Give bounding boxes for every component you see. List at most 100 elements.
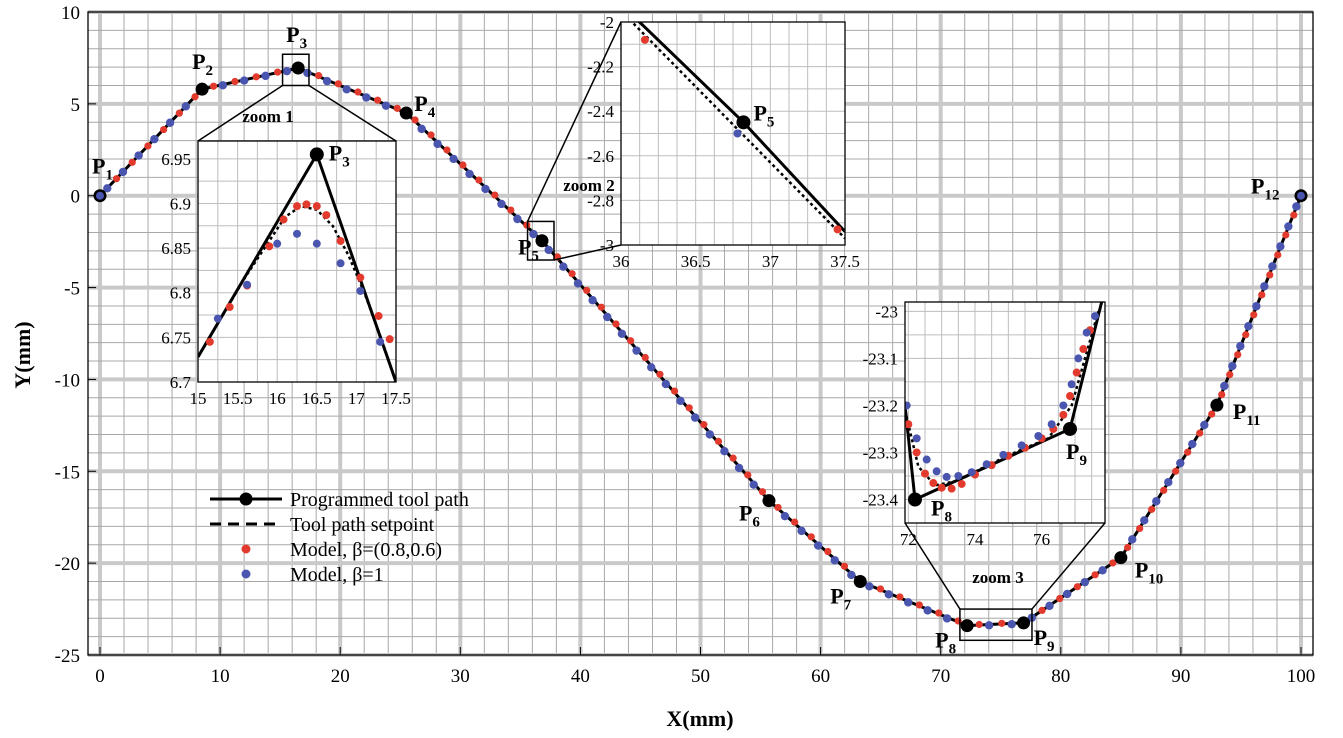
y-tick-label: -15 bbox=[55, 462, 80, 483]
inset-y-tick-label: 6.9 bbox=[170, 194, 191, 213]
inset-x-tick-label: 15 bbox=[190, 389, 207, 408]
inset-programmed-point bbox=[908, 492, 922, 507]
inset-model-one-point bbox=[273, 239, 282, 248]
x-tick-label: 50 bbox=[691, 666, 710, 687]
inset-model-beta-point bbox=[912, 448, 921, 457]
model-one-point bbox=[1228, 361, 1237, 371]
inset-series bbox=[905, 302, 1104, 502]
inset-programmed-point bbox=[309, 147, 324, 162]
point-label-subscript: 9 bbox=[1047, 639, 1055, 655]
model-beta-point bbox=[915, 601, 923, 609]
model-beta-point bbox=[1258, 291, 1266, 299]
model-beta-point bbox=[128, 158, 136, 166]
model-beta-point bbox=[670, 387, 679, 395]
model-beta-point bbox=[1266, 271, 1274, 279]
programmed-point-p5 bbox=[535, 234, 549, 248]
zoom-connector bbox=[1031, 522, 1106, 610]
model-beta-point bbox=[627, 337, 635, 345]
zoom-connector bbox=[197, 84, 283, 142]
model-beta-point bbox=[824, 547, 832, 556]
inset-y-tick-label: -23.4 bbox=[863, 490, 899, 509]
model-beta-point bbox=[315, 72, 323, 80]
model-one-point bbox=[342, 85, 351, 94]
x-tick-label: 100 bbox=[1287, 666, 1316, 687]
inset-model-one-point bbox=[1074, 354, 1083, 363]
x-tick-label: 40 bbox=[571, 666, 590, 687]
model-one-point bbox=[417, 124, 426, 134]
model-one-point bbox=[433, 139, 442, 149]
model-beta-point bbox=[443, 146, 451, 154]
model-beta-point bbox=[1136, 524, 1144, 533]
model-one-point bbox=[1236, 341, 1245, 351]
model-beta-point bbox=[209, 82, 218, 90]
model-beta-point bbox=[1056, 594, 1064, 603]
point-label-subscript: 1 bbox=[105, 168, 113, 184]
inset-y-tick-label: 6.95 bbox=[161, 150, 191, 169]
model-one-point bbox=[1128, 535, 1137, 544]
legend-label-model_one: Model, β=1 bbox=[290, 564, 384, 586]
model-beta-point bbox=[935, 609, 943, 617]
model-beta-point bbox=[1226, 371, 1234, 379]
y-tick-label: 10 bbox=[61, 3, 80, 24]
model-beta-point bbox=[1038, 606, 1046, 614]
inset-x-tick-label: 74 bbox=[967, 530, 985, 549]
inset-model-beta-point bbox=[937, 483, 946, 492]
inset-y-tick-label: -2.6 bbox=[587, 147, 614, 166]
model-one-point bbox=[813, 541, 823, 550]
model-one-point bbox=[923, 606, 932, 615]
model-beta-point bbox=[411, 116, 419, 124]
inset-y-tick-label: -23.1 bbox=[863, 349, 898, 368]
inset-x-tick-label: 17.5 bbox=[381, 389, 411, 408]
programmed-point-p6 bbox=[762, 494, 776, 508]
model-beta-point bbox=[583, 286, 591, 295]
model-one-point bbox=[1244, 321, 1253, 331]
legend-item-programmed: Programmed tool path bbox=[210, 489, 469, 511]
model-one-point bbox=[1176, 458, 1185, 468]
inset-x-tick-label: 37.5 bbox=[830, 252, 860, 271]
zoom-connector bbox=[526, 21, 622, 222]
model-one-point bbox=[984, 621, 994, 630]
point-label-subscript: 7 bbox=[844, 598, 852, 614]
programmed-point-p11 bbox=[1210, 398, 1224, 412]
inset-y-tick-label: -2 bbox=[600, 13, 614, 32]
x-tick-label: 0 bbox=[95, 666, 105, 687]
inset-x-tick-label: 17 bbox=[348, 389, 366, 408]
model-one-point bbox=[239, 76, 249, 85]
model-one-point bbox=[1062, 589, 1072, 599]
model-beta-point bbox=[1250, 311, 1258, 319]
inset-model-one-point bbox=[1082, 328, 1091, 337]
x-tick-label: 20 bbox=[331, 666, 350, 687]
model-one-point bbox=[647, 363, 656, 372]
model-one-point bbox=[134, 151, 143, 160]
model-one-point bbox=[103, 184, 112, 193]
inset-model-beta-point bbox=[293, 202, 301, 211]
y-tick-label: 0 bbox=[71, 187, 81, 208]
model-one-point bbox=[720, 446, 729, 456]
point-label-subscript: 11 bbox=[1246, 413, 1260, 429]
inset-model-beta-point bbox=[265, 242, 274, 251]
model-one-point bbox=[603, 312, 612, 322]
inset-x-tick-label: 16 bbox=[269, 389, 286, 408]
model-one-point bbox=[1276, 242, 1285, 251]
point-label-subscript: 10 bbox=[1148, 572, 1163, 588]
model-beta-point bbox=[112, 175, 121, 183]
inset-x-tick-label: 16.5 bbox=[302, 389, 332, 408]
model-beta-point bbox=[641, 353, 649, 362]
model-beta-point bbox=[656, 370, 664, 378]
inset-y-tick-label: 6.85 bbox=[161, 239, 191, 258]
programmed-point-p8 bbox=[960, 619, 974, 633]
model-beta-point bbox=[896, 593, 904, 601]
programmed-point-p10 bbox=[1114, 551, 1128, 565]
model-one-point bbox=[632, 346, 641, 355]
model-one-point bbox=[1045, 601, 1054, 611]
point-label-p4: P4 bbox=[414, 91, 435, 121]
model-one-point bbox=[303, 68, 312, 78]
point-label-subscript: 4 bbox=[428, 105, 436, 121]
model-one-point bbox=[617, 329, 627, 338]
model-one-point bbox=[322, 76, 332, 86]
point-label-subscript: 5 bbox=[531, 249, 539, 265]
model-one-point bbox=[884, 590, 893, 599]
model-one-point bbox=[1007, 620, 1016, 629]
